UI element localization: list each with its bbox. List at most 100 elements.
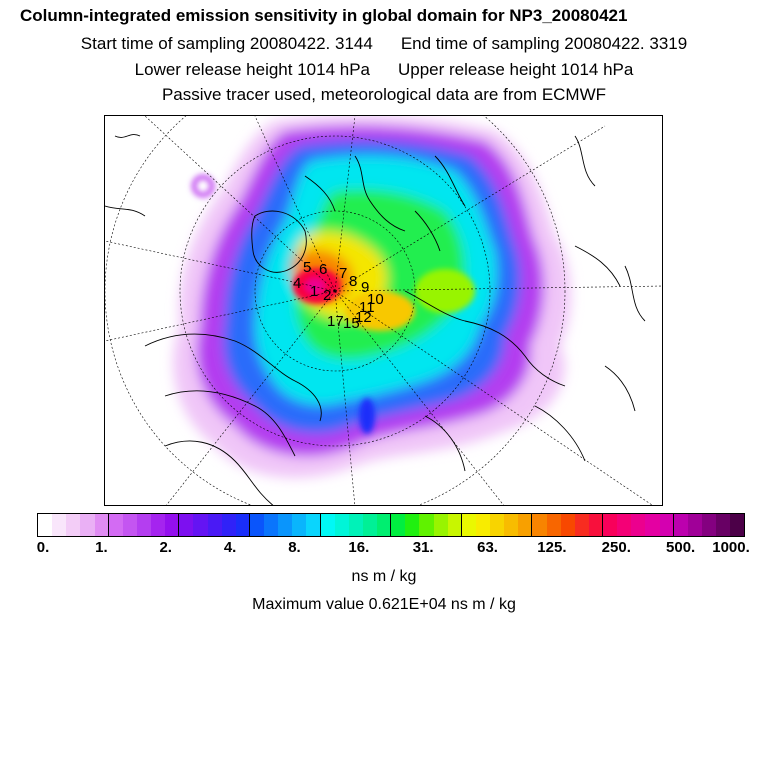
colorbar-segment [405,514,420,536]
colorbar-segment [490,514,505,536]
release-label: 2 [323,287,331,304]
colorbar-segment [377,514,392,536]
colorbar-segment [334,514,349,536]
colorbar-tick-label: 1000. [712,539,750,556]
tracer-note: Passive tracer used, meteorological data… [161,85,607,104]
coastlines [105,134,646,505]
colorbar-tick-label: 4. [223,539,237,556]
meridian-11 [166,290,336,505]
end-sampling-text: End time of sampling 20080422. 3319 [400,34,688,53]
colorbar-segment [320,514,335,536]
release-label: 11 [359,299,375,316]
coastline-europe [304,155,466,212]
colorbar-tick-label: 500. [666,539,696,556]
colorbar-segment [659,514,674,536]
colorbar-tick-label: 31. [412,539,434,556]
colorbar-segment [645,514,660,536]
sensitivity-map: 5 6 7 8 4 1 2 9 10 11 12 15 17 [104,115,663,506]
colorbar-segment [687,514,702,536]
meridian-6 [334,125,606,292]
release-label: 15 [343,315,360,332]
release-label: 7 [339,265,347,282]
colorbar-tick-label: 250. [601,539,631,556]
colorbar-segment [165,514,180,536]
lower-release-text: Lower release height 1014 hPa [134,60,370,79]
colorbar-tick-label: 2. [159,539,172,556]
meridian-5 [334,116,356,292]
release-labels: 5 6 7 8 4 1 2 9 10 11 12 15 17 [293,259,384,332]
colorbar-tick-label: 63. [477,539,498,556]
colorbar-segment [80,514,95,536]
meridian-10 [334,290,356,505]
colorbar-segment [617,514,632,536]
colorbar-segment [151,514,166,536]
meridian-7 [334,285,662,292]
colorbar-segment [419,514,434,536]
release-label: 8 [349,273,357,290]
colorbar-segment [461,514,476,536]
colorbar-segment [306,514,321,536]
coastline-northwest [105,134,146,217]
sensitivity-core [191,174,475,434]
colorbar-segment [52,514,67,536]
colorbar-segment [66,514,81,536]
coastline-east [574,135,646,322]
coastline-alaska [424,365,636,472]
maximum-value-text: Maximum value 0.621E+04 ns m / kg [252,596,516,613]
colorbar-segment [701,514,716,536]
coastline-siberia [404,290,566,387]
colorbar-segment [588,514,603,536]
colorbar-tick-label: 8. [288,539,301,556]
sampling-times: Start time of sampling 20080422. 3144 End… [0,34,768,54]
field-ring-northwest [191,174,215,198]
coastline-hudson [164,440,274,505]
colorbar-segment [348,514,363,536]
colorbar-segment [433,514,448,536]
colorbar-segment [38,514,53,536]
colorbar-segment [716,514,731,536]
colorbar-segment [221,514,236,536]
colorbar-segment [447,514,462,536]
colorbar-segment [122,514,137,536]
colorbar-segment [108,514,123,536]
colorbar-segment [391,514,406,536]
colorbar-segment [249,514,264,536]
colorbar-tick-label: 0. [36,539,50,556]
release-label: 12 [355,309,372,326]
field-level-green-east [415,269,475,313]
colorbar-segment [179,514,194,536]
colorbar-segment [193,514,208,536]
chart-title: Column-integrated emission sensitivity i… [20,6,628,25]
field-level-magenta [305,278,325,294]
field-level-yellow-east [345,291,415,331]
meridian-1 [105,240,336,292]
release-label: 1 [310,283,318,300]
colorbar-segment [546,514,561,536]
meridian-9 [334,290,504,505]
colorbar-tick-label: 16. [348,539,370,556]
colorbar-tick-label: 125. [537,539,567,556]
start-sampling-text: Start time of sampling 20080422. 3144 [80,34,373,53]
colorbar-segment [730,514,745,536]
coastline-greenland [251,210,307,273]
colorbar-segment [631,514,646,536]
colorbar-segment [264,514,279,536]
colorbar-tick-label: 1. [95,539,108,556]
colorbar-segment [235,514,250,536]
release-label: 10 [367,291,384,308]
colorbar-segment [94,514,109,536]
colorbar-segment [278,514,293,536]
meridian-3 [144,116,336,292]
meridian-2 [105,290,336,342]
field-level-blue-south [359,398,375,434]
colorbar [37,513,745,537]
graticule [105,116,662,505]
upper-release-text: Upper release height 1014 hPa [398,60,634,79]
meridian-4 [254,116,336,292]
latitude-circle-middle [179,135,491,447]
colorbar-segment [532,514,547,536]
colorbar-segment [362,514,377,536]
release-label: 6 [319,261,327,278]
release-label: 17 [327,313,344,330]
coastline-scandinavia [354,155,441,252]
